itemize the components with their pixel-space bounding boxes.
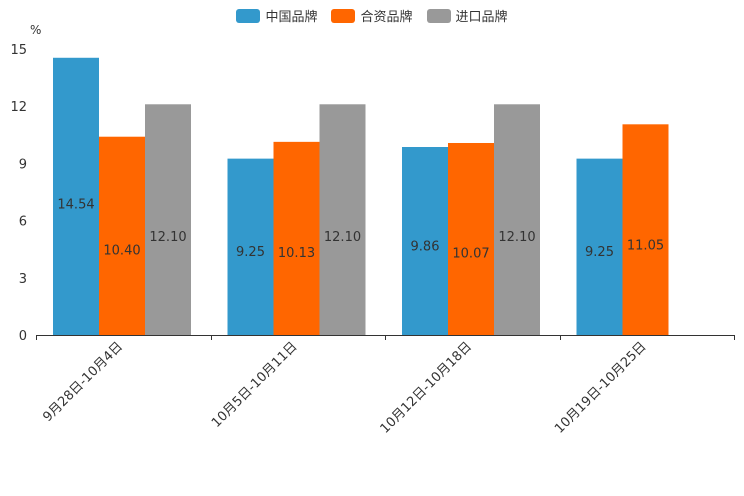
bar[interactable] [494, 104, 540, 335]
bar-value-label: 9.25 [236, 245, 265, 260]
y-tick-label: 6 [19, 215, 27, 230]
bar-labels-group: 14.54 10.40 12.10 9.25 10.13 12.10 9.86 10.07 12… [57, 197, 664, 261]
y-tick-label: 3 [19, 272, 27, 287]
bar[interactable] [273, 141, 320, 335]
legend-swatch-import [426, 8, 451, 23]
bar[interactable] [99, 136, 145, 335]
bar-value-label: 12.10 [498, 230, 535, 245]
legend-item-china[interactable]: 中国品牌 [236, 6, 317, 25]
bar-value-label: 14.54 [57, 197, 94, 212]
chart-legend: 中国品牌 合资品牌 进口品牌 [0, 6, 744, 25]
bar[interactable] [145, 104, 191, 335]
bar-value-label: 10.13 [278, 246, 315, 261]
x-tick-label: 9月28日-10月4日 [40, 339, 126, 425]
legend-label-jv: 合资品牌 [360, 10, 413, 25]
bar-value-label: 11.05 [627, 238, 664, 253]
bar-value-label: 10.07 [452, 246, 489, 261]
x-tick-label: 10月12日-10月18日 [378, 339, 475, 436]
bar[interactable] [622, 124, 669, 336]
x-tick-label: 10月5日-10月11日 [209, 339, 301, 431]
bar-value-label: 12.10 [324, 230, 361, 245]
y-axis-unit: % [30, 23, 41, 37]
bar[interactable] [227, 158, 274, 335]
legend-item-import[interactable]: 进口品牌 [426, 6, 508, 25]
legend-label-china: 中国品牌 [265, 10, 318, 25]
y-tick-label: 9 [19, 157, 27, 172]
bar[interactable] [402, 147, 448, 335]
y-tick-label: 0 [19, 329, 27, 344]
legend-item-jv[interactable]: 合资品牌 [331, 6, 413, 25]
legend-swatch-china [236, 8, 261, 23]
y-axis: 0 3 6 9 12 15 [10, 43, 27, 344]
bar-value-label: 10.40 [103, 244, 140, 259]
bar-value-label: 9.86 [411, 240, 440, 255]
y-tick-label: 12 [10, 100, 27, 115]
x-tick-label: 10月19日-10月25日 [552, 339, 649, 436]
legend-label-import: 进口品牌 [455, 10, 508, 25]
bar[interactable] [319, 104, 366, 335]
bar[interactable] [53, 57, 99, 336]
bar-value-label: 12.10 [149, 230, 186, 245]
bar[interactable] [576, 158, 623, 335]
bars-group [53, 57, 669, 336]
bar-value-label: 9.25 [585, 245, 614, 260]
x-axis: 9月28日-10月4日 10月5日-10月11日 10月12日-10月18日 10月1… [36, 335, 735, 437]
bar[interactable] [448, 142, 494, 335]
y-tick-label: 15 [10, 43, 27, 58]
legend-swatch-jv [331, 8, 356, 23]
